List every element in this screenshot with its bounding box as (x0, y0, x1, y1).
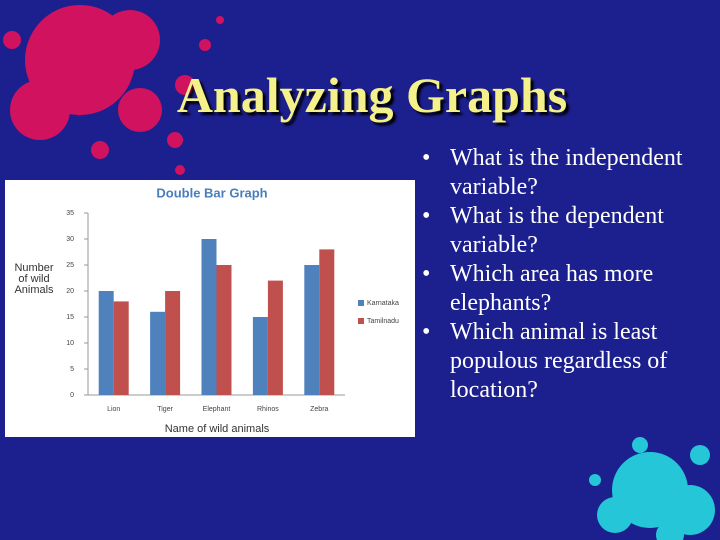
bar (165, 291, 181, 395)
bullet: What is the independent variable? (420, 144, 715, 202)
bullet-list: What is the independent variable? What i… (420, 144, 715, 405)
y-tick-label: 35 (66, 210, 74, 217)
x-tick-label: Tiger (157, 406, 173, 413)
x-tick-label: Elephant (203, 406, 231, 413)
bar (304, 265, 320, 395)
bar (98, 291, 114, 395)
chart: Double Bar Graph Name of wild animals 0 5… (5, 180, 415, 437)
chart-title: Double Bar Graph (156, 185, 267, 200)
legend-swatch (358, 318, 364, 324)
y-tick-label: 20 (66, 288, 74, 295)
x-axis-label: Name of wild animals (165, 423, 270, 435)
bar (113, 301, 129, 395)
legend-swatch (358, 300, 364, 306)
bullet: Which area has more elephants? (420, 260, 715, 318)
x-tick-label: Lion (107, 406, 120, 413)
legend-label: Karnataka (367, 300, 399, 307)
bullet: Which animal is least populous regardles… (420, 318, 715, 405)
slide-title: Analyzing Graphs (176, 67, 568, 123)
y-axis-label: Number of wild Animals (14, 262, 54, 296)
bar (150, 311, 166, 395)
legend-label: Tamilnadu (367, 318, 399, 325)
chart-svg: Double Bar Graph Name of wild animals 0 5… (66, 185, 399, 435)
y-tick-label: 30 (66, 236, 74, 243)
bar (267, 280, 283, 395)
y-tick-label: 15 (66, 314, 74, 321)
y-tick-label: 5 (70, 366, 74, 373)
x-tick-label: Zebra (310, 406, 328, 413)
bar (201, 239, 217, 395)
y-tick-label: 25 (66, 262, 74, 269)
bar (252, 317, 268, 395)
bar (319, 249, 335, 395)
bullet: What is the dependent variable? (420, 202, 715, 260)
x-tick-label: Rhinos (257, 406, 279, 413)
y-tick-label: 10 (66, 340, 74, 347)
y-tick-label: 0 (70, 392, 74, 399)
bar (216, 265, 232, 395)
